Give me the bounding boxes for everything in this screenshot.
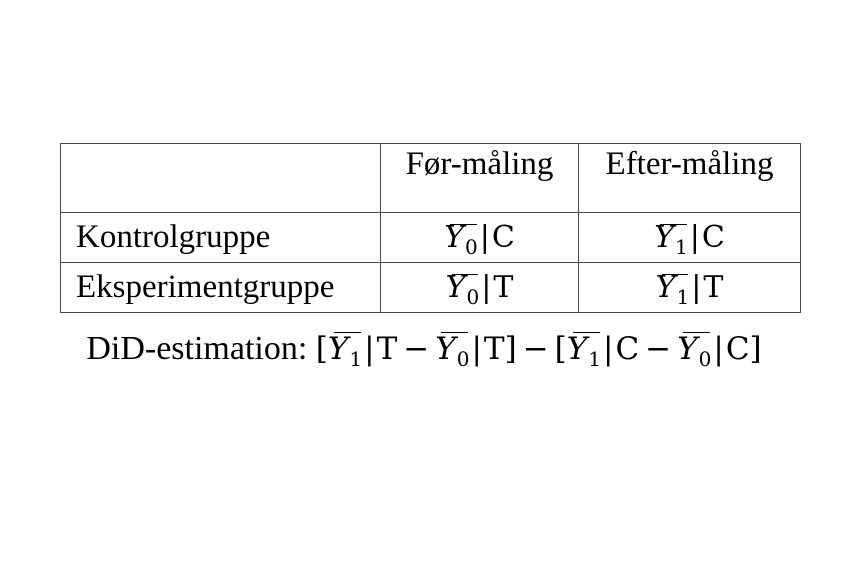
y-bar-symbol: Y1	[566, 331, 601, 371]
y-bar-symbol: Y0	[677, 331, 712, 371]
y-bar-symbol: Y1	[654, 220, 688, 259]
formula-expression: [Y1|T − Y0|T] − [Y1|C − Y0|C]	[315, 331, 762, 371]
header-empty-cell	[60, 143, 381, 213]
minus-sign: −	[522, 331, 549, 367]
minus-sign: −	[403, 331, 430, 367]
cell-experiment-pre: Y0|T	[380, 262, 579, 313]
close-bracket: ]	[504, 331, 517, 367]
open-bracket: [	[315, 331, 328, 367]
open-bracket: [	[554, 331, 567, 367]
y-bar-symbol: Y1	[655, 270, 690, 309]
did-table: Før-måling Efter-måling Kontrolgruppe Y0…	[60, 143, 801, 313]
math-expression: Y1|C	[654, 220, 725, 259]
y-bar-symbol: Y0	[444, 220, 478, 259]
close-bracket: ]	[749, 331, 762, 367]
math-expression: Y0|T	[445, 270, 514, 309]
row-label-experiment: Eksperimentgruppe	[60, 262, 381, 313]
y-bar-symbol: Y0	[435, 331, 470, 371]
y-bar-symbol: Y0	[445, 270, 480, 309]
table-header-row: Før-måling Efter-måling	[60, 143, 801, 213]
header-post-measurement: Efter-måling	[578, 143, 801, 213]
did-formula: DiD-estimation: [Y1|T − Y0|T] − [Y1|C − Y0|C]	[0, 330, 848, 371]
math-expression: Y0|C	[444, 220, 515, 259]
cell-control-pre: Y0|C	[380, 212, 579, 263]
table-row-experiment: Eksperimentgruppe Y0|T Y1|T	[60, 262, 801, 313]
y-bar-symbol: Y1	[327, 331, 363, 371]
header-pre-measurement: Før-måling	[380, 143, 579, 213]
table-row-control: Kontrolgruppe Y0|C Y1|C	[60, 212, 801, 263]
cell-experiment-post: Y1|T	[578, 262, 801, 313]
row-label-control: Kontrolgruppe	[60, 212, 381, 263]
math-expression: Y1|T	[655, 270, 724, 309]
cell-control-post: Y1|C	[578, 212, 801, 263]
minus-sign: −	[645, 331, 672, 367]
formula-label: DiD-estimation:	[86, 330, 308, 367]
